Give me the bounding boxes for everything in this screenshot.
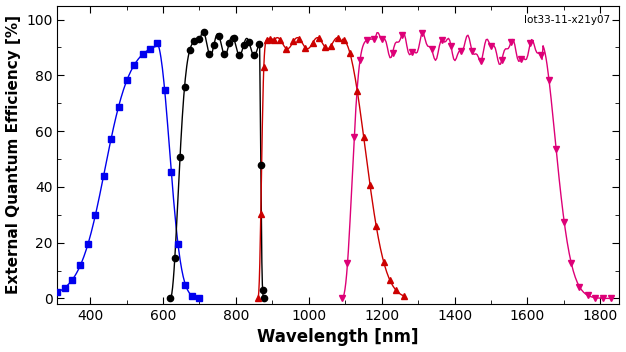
X-axis label: Wavelength [nm]: Wavelength [nm] [257, 328, 419, 346]
Text: lot33-11-x21y07: lot33-11-x21y07 [524, 14, 610, 25]
Y-axis label: External Quantum Efficiency [%]: External Quantum Efficiency [%] [6, 15, 21, 294]
